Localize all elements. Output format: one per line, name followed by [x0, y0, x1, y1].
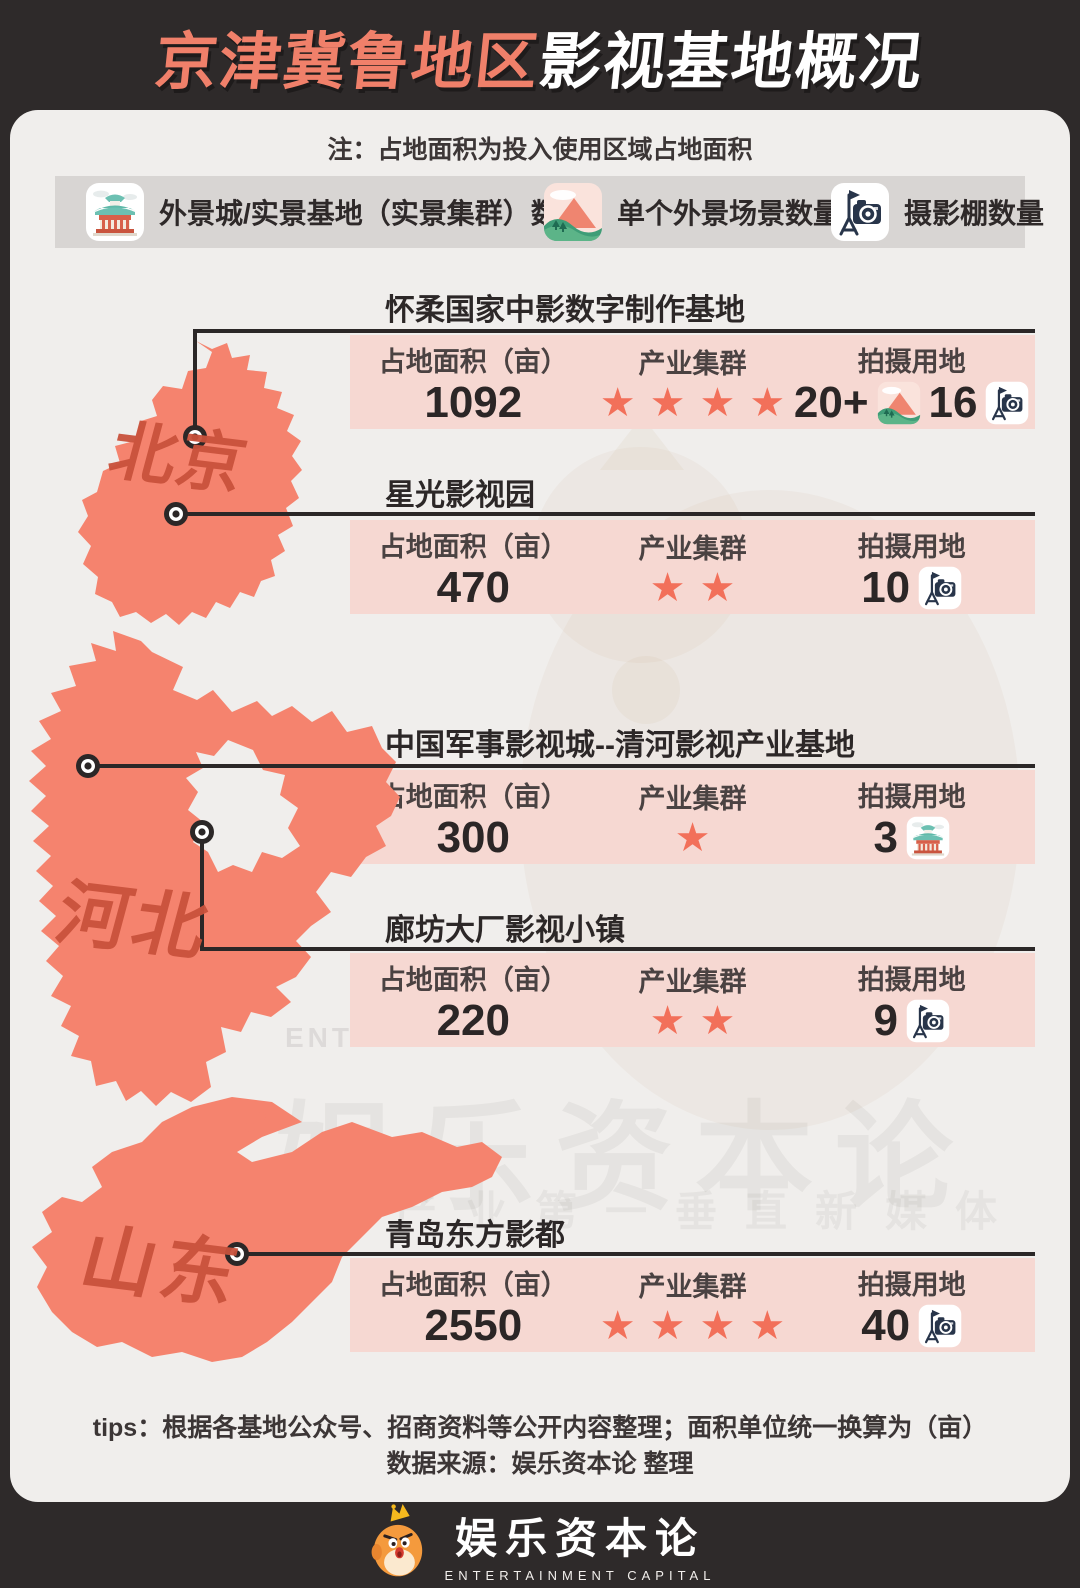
- brand-name: 娱乐资本论: [454, 1514, 705, 1563]
- star-rating: ★★: [649, 565, 750, 610]
- tripod-camera-icon: [918, 566, 962, 610]
- region-label-shandong: 山东: [72, 1217, 253, 1318]
- shooting-value: 9: [873, 995, 950, 1045]
- cluster-label: 产业集群: [638, 348, 747, 379]
- brand-subtitle: ENTERTAINMENT CAPITAL: [444, 1568, 716, 1583]
- base-panel: 占地面积（亩） 300 产业集群 ★ 拍摄用地 3: [350, 770, 1035, 864]
- region-label-hebei: 河北: [48, 873, 220, 971]
- base-panel: 占地面积（亩） 2550 产业集群 ★★★★ 拍摄用地 40: [350, 1258, 1035, 1352]
- tripod-camera-icon: [985, 381, 1029, 425]
- area-value: 1092: [424, 377, 523, 427]
- legend-item-set-city: 外景城/实景基地（实景集群）数量: [85, 182, 587, 242]
- footer-logo: 娱乐资本论 ENTERTAINMENT CAPITAL: [0, 1500, 1080, 1588]
- brand-block: 娱乐资本论 ENTERTAINMENT CAPITAL: [445, 1505, 716, 1583]
- shooting-value: 20+ 16: [793, 377, 1030, 427]
- cluster-label: 产业集群: [638, 783, 747, 814]
- area-cell: 占地面积（亩） 470: [350, 525, 597, 610]
- base-title: 星光影视园: [385, 479, 535, 512]
- data-source-text: 数据来源：娱乐资本论 整理: [386, 1450, 694, 1478]
- area-value: 2550: [424, 1300, 523, 1350]
- shooting-value: 40: [861, 1300, 962, 1350]
- base-panel: 占地面积（亩） 470 产业集群 ★★ 拍摄用地 10: [350, 520, 1035, 614]
- area-cell: 占地面积（亩） 2550: [350, 1263, 597, 1348]
- shooting-cell: 拍摄用地 40: [788, 1263, 1035, 1348]
- landscape-icon: [877, 381, 921, 425]
- note-text: 注：占地面积为投入使用区域占地面积: [327, 136, 753, 164]
- temple-icon: [906, 816, 950, 860]
- tripod-camera-icon: [906, 999, 950, 1043]
- area-label: 占地面积（亩）: [378, 1269, 568, 1300]
- landscape-icon: [543, 182, 603, 242]
- shooting-label: 拍摄用地: [857, 964, 966, 995]
- legend-label: 摄影棚数量: [904, 198, 1045, 229]
- area-value: 220: [436, 995, 510, 1045]
- shooting-count: 20+: [793, 377, 869, 427]
- shooting-cell: 拍摄用地 20+ 16: [788, 340, 1035, 425]
- base-title: 中国军事影视城--清河影视产业基地: [385, 729, 855, 762]
- shooting-value: 10: [861, 562, 962, 612]
- star-rating: ★★★★: [599, 380, 800, 425]
- legend-label: 外景城/实景基地（实景集群）数量: [159, 198, 587, 229]
- shooting-cell: 拍摄用地 3: [788, 775, 1035, 860]
- legend-item-outdoor-scene: 单个外景场景数量: [543, 182, 841, 242]
- area-value: 300: [436, 812, 510, 862]
- area-cell: 占地面积（亩） 220: [350, 958, 597, 1043]
- shooting-count: 10: [861, 562, 911, 612]
- tripod-camera-icon: [830, 182, 890, 242]
- legend-bar: 外景城/实景基地（实景集群）数量 单个外景场景数量 摄影棚数量: [55, 176, 1044, 248]
- shooting-count: 16: [928, 377, 978, 427]
- area-cell: 占地面积（亩） 300: [350, 775, 597, 860]
- tripod-camera-icon: [918, 1304, 962, 1348]
- shooting-value: 3: [873, 812, 950, 862]
- watermark-slogan: 国文娱产业第一垂直新媒体: [185, 1188, 1026, 1235]
- watermark-corner: ENT: [285, 1022, 353, 1053]
- mascot-icon: [371, 1503, 422, 1577]
- cluster-label: 产业集群: [638, 966, 747, 997]
- shooting-cell: 拍摄用地 9: [788, 958, 1035, 1043]
- shooting-cell: 拍摄用地 10: [788, 525, 1035, 610]
- temple-icon: [85, 182, 145, 242]
- cluster-label: 产业集群: [638, 1271, 747, 1302]
- cluster-cell: 产业集群 ★★: [597, 960, 789, 1041]
- star-rating: ★★: [649, 998, 750, 1043]
- star-rating: ★★★★: [599, 1303, 800, 1348]
- cluster-cell: 产业集群 ★★: [597, 527, 789, 608]
- region-label-beijing: 北京: [101, 413, 256, 503]
- area-cell: 占地面积（亩） 1092: [350, 340, 597, 425]
- legend-label: 单个外景场景数量: [617, 198, 842, 229]
- shooting-count: 9: [873, 995, 898, 1045]
- shooting-count: 3: [873, 812, 898, 862]
- area-label: 占地面积（亩）: [378, 346, 568, 377]
- cluster-cell: 产业集群 ★★★★: [597, 1265, 789, 1346]
- cluster-label: 产业集群: [638, 533, 747, 564]
- base-panel: 占地面积（亩） 1092 产业集群 ★★★★ 拍摄用地 20+ 16: [350, 335, 1035, 429]
- base-title: 青岛东方影都: [385, 1219, 565, 1252]
- base-title: 廊坊大厂影视小镇: [385, 914, 625, 947]
- star-rating: ★: [674, 815, 725, 860]
- area-value: 470: [436, 562, 510, 612]
- area-label: 占地面积（亩）: [378, 964, 568, 995]
- cluster-cell: 产业集群 ★: [597, 777, 789, 858]
- area-label: 占地面积（亩）: [378, 531, 568, 562]
- shooting-count: 40: [861, 1300, 911, 1350]
- base-panel: 占地面积（亩） 220 产业集群 ★★ 拍摄用地 9: [350, 953, 1035, 1047]
- tips-text: tips：根据各基地公众号、招商资料等公开内容整理；面积单位统一换算为（亩）: [92, 1414, 988, 1442]
- shooting-label: 拍摄用地: [857, 1269, 966, 1300]
- shooting-label: 拍摄用地: [857, 781, 966, 812]
- area-label: 占地面积（亩）: [378, 781, 568, 812]
- shooting-label: 拍摄用地: [857, 531, 966, 562]
- cluster-cell: 产业集群 ★★★★: [597, 342, 789, 423]
- shooting-label: 拍摄用地: [857, 346, 966, 377]
- base-title: 怀柔国家中影数字制作基地: [385, 294, 745, 327]
- legend-item-studio: 摄影棚数量: [830, 182, 1044, 242]
